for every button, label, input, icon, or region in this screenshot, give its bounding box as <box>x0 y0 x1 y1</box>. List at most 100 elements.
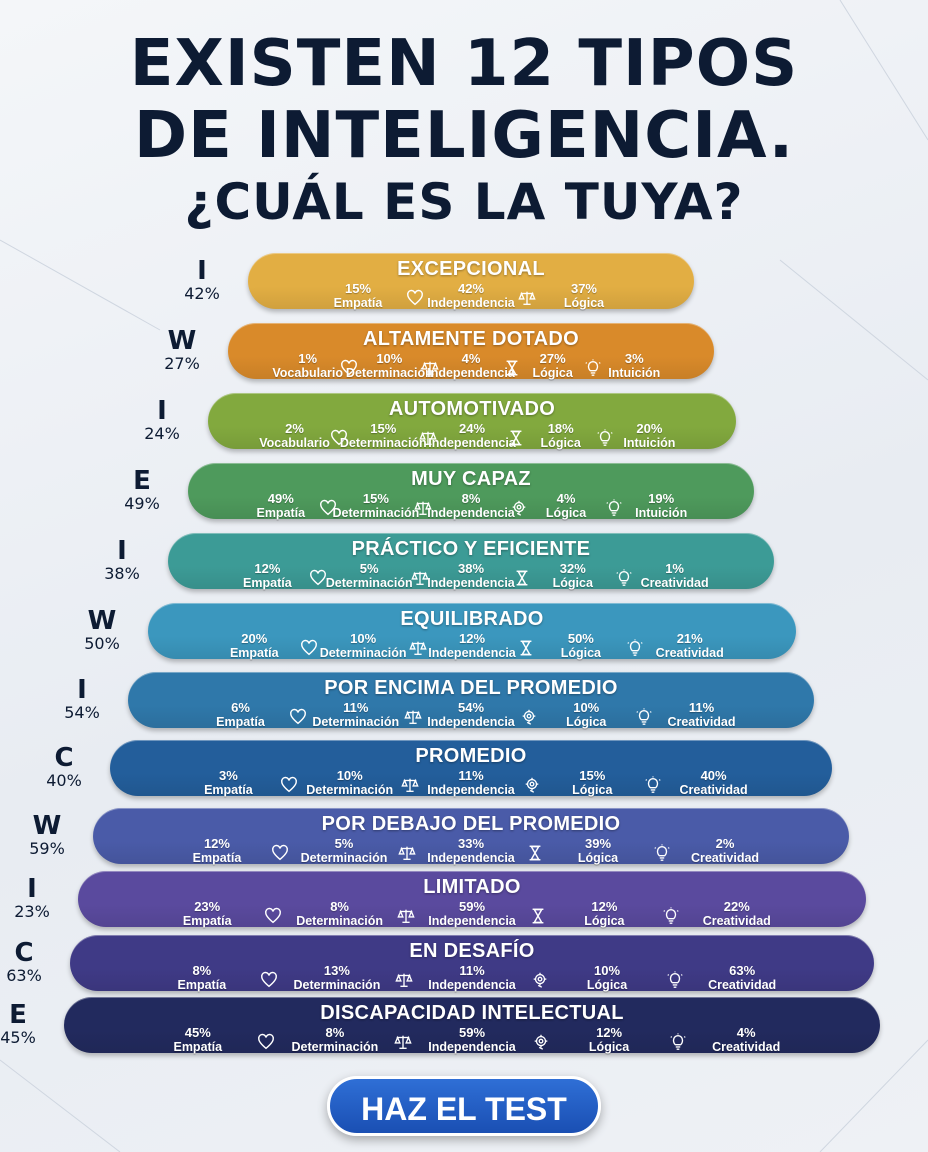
level-bar: EN DESAFÍO 8% Empatía 13% Determinación 11% In… <box>70 935 874 993</box>
stat-value: 32% <box>559 561 586 576</box>
stat-name: Empatía <box>173 1040 223 1054</box>
stat-value: 10% <box>376 351 403 366</box>
brain-gear-icon <box>523 776 541 794</box>
level-bar: AUTOMOTIVADO 2% Vocabulario 15% Determinació… <box>208 393 736 451</box>
brain-gear-icon <box>532 1033 550 1051</box>
stat-value: 40% <box>700 768 727 783</box>
stat-item: 8% Determinación <box>295 899 385 929</box>
heart-icon <box>319 499 337 517</box>
stat-value: 4% <box>736 1025 756 1040</box>
bulb-icon <box>626 639 644 657</box>
level-side-marker: W 27% <box>152 327 212 373</box>
heart-icon <box>257 1033 275 1051</box>
brain-gear-icon <box>531 971 549 989</box>
stat-value: 4% <box>556 491 576 506</box>
stat-name: Independencia <box>428 436 516 450</box>
stat-name: Lógica <box>588 1040 630 1054</box>
level-label: EQUILIBRADO <box>400 608 544 630</box>
heart-icon <box>330 429 348 447</box>
hourglass-icon <box>513 569 531 587</box>
level-side-marker: C 63% <box>0 939 54 985</box>
stat-name: Independencia <box>428 914 516 928</box>
stat-value: 54% <box>457 700 485 715</box>
stat-item: 11% Independencia <box>427 964 517 993</box>
heart-icon <box>260 971 278 989</box>
stat-name: Lógica <box>577 851 619 865</box>
stat-name: Vocabulario <box>272 366 344 380</box>
stat-name: Empatía <box>177 978 227 992</box>
level-label: PRÁCTICO Y EFICIENTE <box>351 538 591 560</box>
stat-value: 18% <box>547 421 574 436</box>
stat-item: 5% Determinación <box>299 836 389 866</box>
stat-item: 19% Intuición <box>616 491 706 521</box>
stat-value: 8% <box>330 899 349 914</box>
stat-item: 12% Lógica <box>559 900 649 929</box>
stat-item: 33% Independencia <box>426 837 516 866</box>
level-label: EN DESAFÍO <box>409 940 535 962</box>
stat-item: 21% Creatividad <box>645 632 735 661</box>
stat-value: 8% <box>461 491 481 506</box>
stat-item: 10% Determinación <box>305 768 395 798</box>
stat-value: 19% <box>648 491 675 506</box>
stat-name: Empatía <box>216 715 265 729</box>
stat-name: Independencia <box>427 576 515 590</box>
stat-value: 2% <box>285 421 304 436</box>
side-letter: W <box>167 326 197 356</box>
stat-value: 27% <box>539 351 566 366</box>
stat-name: Lógica <box>563 296 605 310</box>
scale-icon <box>418 429 437 447</box>
title-line-2: DE INTELIGENCIA. <box>133 99 795 173</box>
stat-value: 5% <box>334 836 354 851</box>
stat-name: Lógica <box>572 783 613 797</box>
stat-name: Determinación <box>312 715 400 729</box>
title-line-1: EXISTEN 12 TIPOS <box>129 27 799 101</box>
stat-name: Creatividad <box>690 851 760 865</box>
level-label: PROMEDIO <box>415 745 527 767</box>
stat-item: 2% Vocabulario <box>250 421 340 451</box>
scale-icon <box>401 776 420 794</box>
level-label: ALTAMENTE DOTADO <box>363 328 579 350</box>
side-percent: 24% <box>144 424 180 443</box>
stat-name: Independencia <box>427 296 515 310</box>
stat-name: Intuición <box>623 436 676 450</box>
stat-value: 3% <box>624 351 644 366</box>
stat-value: 13% <box>323 963 350 978</box>
level-side-marker: C 40% <box>34 744 94 790</box>
level-label: POR DEBAJO DEL PROMEDIO <box>321 813 621 835</box>
side-letter: W <box>32 811 62 841</box>
stat-item: 13% Determinación <box>292 963 382 993</box>
stat-item: 3% Empatía <box>183 769 273 798</box>
level-side-marker: E 45% <box>0 1001 48 1047</box>
side-letter: I <box>117 536 127 566</box>
stat-value: 10% <box>336 768 363 783</box>
stat-item: 12% Lógica <box>564 1026 654 1055</box>
stat-item: 18% Lógica <box>516 421 606 451</box>
stat-item: 10% Determinación <box>344 351 434 381</box>
level-side-marker: I 38% <box>92 537 152 583</box>
side-letter: I <box>27 874 37 904</box>
stat-value: 8% <box>325 1025 345 1040</box>
stat-value: 1% <box>665 561 684 576</box>
stat-name: Lógica <box>540 436 581 450</box>
hourglass-icon <box>517 639 535 657</box>
heart-icon <box>300 639 318 657</box>
stat-item: 63% Creatividad <box>697 963 787 993</box>
stat-item: 37% Lógica <box>539 282 629 311</box>
stat-name: Intuición <box>635 506 688 520</box>
stat-value: 15% <box>344 281 372 296</box>
stat-item: 59% Independencia <box>427 1026 517 1055</box>
stat-item: 5% Determinación <box>324 562 414 591</box>
stat-item: 54% Independencia <box>426 700 516 730</box>
side-letter: W <box>87 606 117 636</box>
scale-icon <box>395 971 414 989</box>
bulb-icon <box>653 844 671 862</box>
stat-value: 50% <box>567 631 594 646</box>
stat-value: 11% <box>458 768 484 783</box>
take-test-button[interactable]: HAZ EL TEST <box>327 1076 601 1136</box>
stat-item: 4% Creatividad <box>701 1025 791 1055</box>
stat-name: Empatía <box>256 506 306 520</box>
stat-item: 10% Lógica <box>541 701 631 730</box>
stat-value: 63% <box>729 963 756 978</box>
stat-name: Determinación <box>291 1040 379 1054</box>
stat-name: Empatía <box>192 851 242 865</box>
